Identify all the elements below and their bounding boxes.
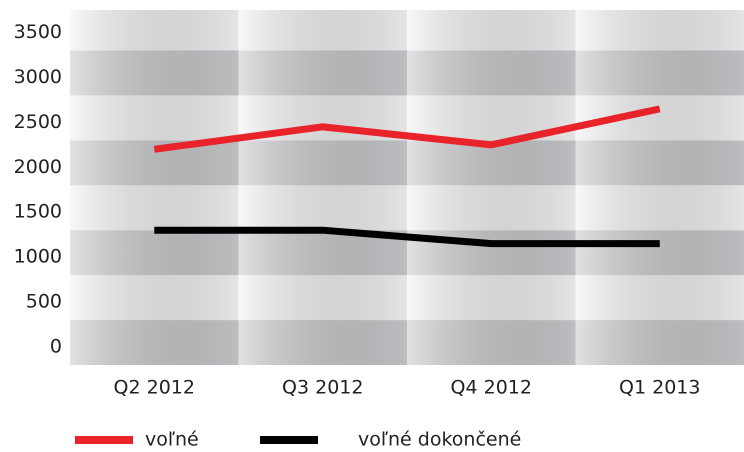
column-shade [575,10,744,365]
y-tick-label: 1000 [14,246,62,268]
y-tick-label: 2000 [14,156,62,178]
x-tick-label: Q4 2012 [451,377,532,399]
column-shade [238,10,407,365]
legend-label: voľné dokončené [358,429,521,451]
series-line [153,105,661,153]
series-line [154,226,660,248]
x-tick-label: Q3 2012 [282,377,363,399]
plot-background [70,10,744,365]
y-tick-label: 0 [50,336,62,358]
y-tick-label: 500 [26,291,62,313]
y-tick-label: 2500 [14,111,62,133]
legend-label: voľné [145,429,199,451]
y-tick-label: 1500 [14,201,62,223]
column-shade [407,10,576,365]
x-tick-label: Q2 2012 [114,377,195,399]
y-tick-label: 3000 [14,66,62,88]
x-tick-label: Q1 2013 [619,377,700,399]
y-tick-label: 3500 [14,21,62,43]
column-shade [70,10,239,365]
